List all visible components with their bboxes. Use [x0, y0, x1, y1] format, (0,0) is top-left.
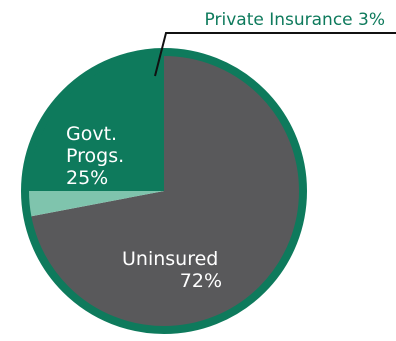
pie-slice-govt-progs — [25, 52, 164, 191]
uninsured-value-label: 72% — [180, 270, 222, 292]
pie-slice-private-insurance — [24, 191, 164, 218]
pie-outer-ring — [21, 48, 307, 334]
pie-slices — [24, 52, 303, 330]
govt-progs-label-line1: Govt. — [66, 123, 117, 145]
pie-slice-uninsured — [27, 52, 303, 330]
private-insurance-leader-line — [154, 32, 396, 77]
govt-progs-value-label: 25% — [66, 167, 108, 189]
govt-progs-label-line2: Progs. — [66, 145, 124, 167]
uninsured-label: Uninsured — [122, 248, 218, 270]
private-insurance-label: Private Insurance 3% — [205, 10, 385, 30]
